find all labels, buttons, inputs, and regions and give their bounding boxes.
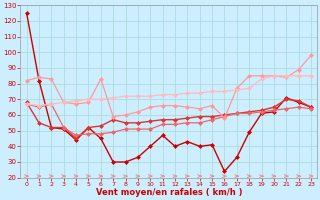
X-axis label: Vent moyen/en rafales ( km/h ): Vent moyen/en rafales ( km/h ) bbox=[96, 188, 242, 197]
